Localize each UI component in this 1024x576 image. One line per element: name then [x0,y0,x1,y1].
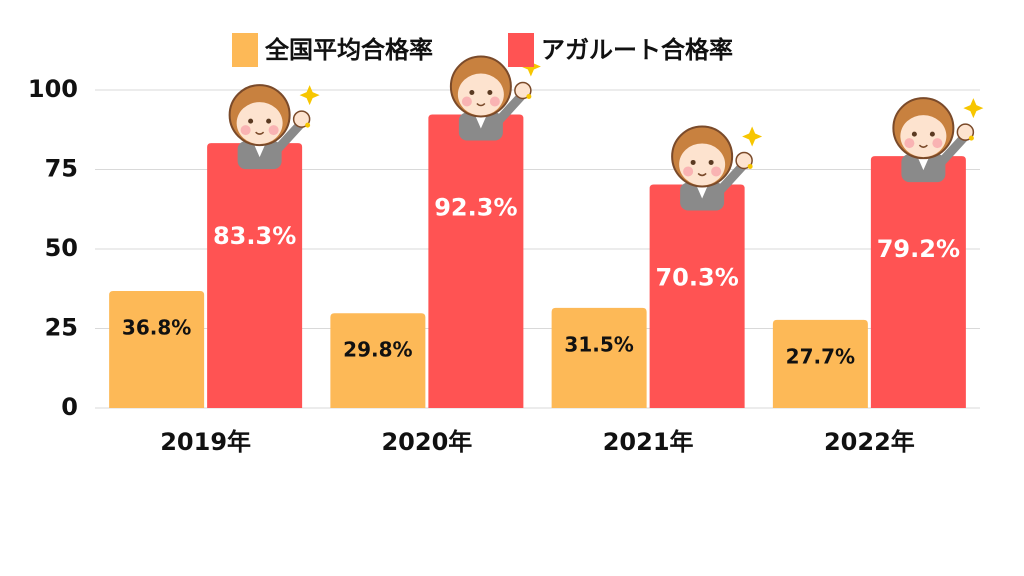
value-label: 92.3% [434,193,517,221]
character-illustration [671,125,763,211]
legend-swatch [508,33,534,67]
sparkle [963,98,984,119]
legend-label: 全国平均合格率 [264,36,433,64]
character-fist [514,81,532,100]
character-fist [735,151,753,170]
illustrations [228,55,984,211]
value-label: 27.7% [786,344,855,368]
x-tick-label: 2022年 [824,428,915,456]
x-tick-label: 2021年 [603,428,694,456]
y-tick-label: 50 [45,234,78,262]
character-illustration [449,55,541,141]
character-cheek [683,166,694,177]
character-illustration [228,84,320,170]
value-label: 83.3% [213,222,296,250]
character-eye [929,131,935,137]
legend-label: アガルート合格率 [541,36,733,64]
bar [109,290,205,408]
character-cheek [711,166,722,177]
bar [772,319,868,408]
character-cheek [268,125,279,136]
sparkle [747,163,753,169]
character-eye [469,89,475,95]
character-arm [715,161,747,195]
bar [551,307,647,408]
y-tick-label: 75 [45,155,78,183]
character-cheek [904,138,915,149]
character-fist [292,110,311,128]
bar [649,184,745,408]
value-label: 29.8% [343,338,412,362]
character-eye [911,131,917,137]
sparkle [968,135,974,141]
character-cheek [240,125,251,136]
character-face [236,102,283,145]
y-tick-label: 0 [61,393,78,421]
sparkle [299,85,320,106]
value-label: 70.3% [655,263,738,291]
character-face [457,73,504,116]
value-label: 36.8% [122,315,191,339]
legend: 全国平均合格率 アガルート合格率 [232,33,733,67]
character-cheek [461,96,472,107]
labels: 0 25 50 75 100 2019年 2020年 2021年 2022年 36.8% 29.8%… [28,75,960,456]
bar [870,156,966,408]
character-arm [273,120,305,154]
character-mouth [255,131,265,135]
character-eye [487,89,493,95]
character-eye [266,118,272,124]
character-arm [936,133,968,167]
sparkle [526,93,532,99]
legend-swatch [232,33,258,67]
character-eye [708,159,714,165]
character-cheek [489,96,500,107]
x-tick-label: 2019年 [160,428,251,456]
sparkle [305,122,311,128]
bar [428,114,524,409]
x-tick-label: 2020年 [381,428,472,456]
sparkle [742,126,763,147]
y-tick-label: 100 [28,75,78,103]
character-face [679,143,726,186]
character-illustration [892,97,984,183]
character-eye [248,118,254,124]
character-mouth [476,102,486,107]
character-eye [690,159,696,165]
character-mouth [918,144,928,148]
bar [207,143,303,408]
bars [109,114,966,409]
character-fist [956,123,975,141]
character-mouth [697,172,707,177]
y-tick-label: 25 [45,314,78,342]
value-label: 31.5% [564,332,633,356]
value-label: 79.2% [877,235,960,263]
character-face [900,115,947,158]
bar [330,313,426,408]
character-arm [494,91,526,125]
character-cheek [932,138,943,149]
